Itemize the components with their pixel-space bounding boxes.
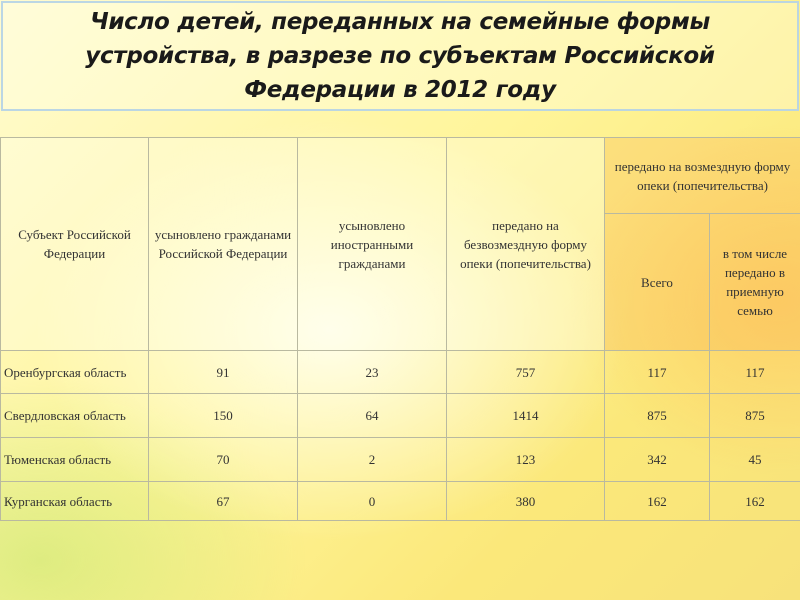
slide-title: Число детей, переданных на семейные форм…	[85, 9, 715, 103]
value-cell: 380	[446, 481, 605, 521]
value-cell: 2	[297, 437, 447, 482]
header-cell: передано на возмездную форму опеки (попе…	[603, 137, 800, 214]
value-cell: 162	[604, 481, 710, 521]
title-box: Число детей, переданных на семейные форм…	[1, 1, 799, 111]
value-cell: 117	[708, 350, 800, 394]
header-cell: Субъект Российской Федерации	[0, 137, 149, 351]
value-cell: 1414	[446, 393, 605, 438]
table-row: Свердловская область 150 64 1414 875 875	[0, 393, 800, 438]
row-label: Свердловская область	[0, 393, 149, 438]
value-cell: 45	[708, 437, 800, 482]
data-table: Субъект Российской Федерации усыновлено …	[0, 137, 800, 521]
value-cell: 67	[148, 481, 298, 521]
header-cell: в том числе передано в приемную семью	[708, 213, 800, 351]
table-row: Курганская область 67 0 380 162 162	[0, 481, 800, 521]
value-cell: 875	[604, 393, 710, 438]
row-label: Курганская область	[0, 481, 149, 521]
value-cell: 23	[297, 350, 447, 394]
value-cell: 70	[148, 437, 298, 482]
row-label: Тюменская область	[0, 437, 149, 482]
value-cell: 875	[708, 393, 800, 438]
header-cell: Всего	[604, 213, 710, 351]
table-row: Тюменская область 70 2 123 342 45	[0, 437, 800, 482]
header-cell: передано на безвозмездную форму опеки (п…	[446, 137, 605, 351]
header-cell: усыновлено гражданами Российской Федерац…	[148, 137, 298, 351]
value-cell: 0	[297, 481, 447, 521]
value-cell: 64	[297, 393, 447, 438]
value-cell: 150	[148, 393, 298, 438]
table-body: Оренбургская область 91 23 757 117 117 Свердло…	[0, 350, 800, 521]
table-row: Оренбургская область 91 23 757 117 117	[0, 350, 800, 394]
value-cell: 91	[148, 350, 298, 394]
value-cell: 123	[446, 437, 605, 482]
row-label: Оренбургская область	[0, 350, 149, 394]
value-cell: 757	[446, 350, 605, 394]
header-cell: усыновлено иностранными гражданами	[297, 137, 447, 351]
value-cell: 162	[708, 481, 800, 521]
table-header: Субъект Российской Федерации усыновлено …	[0, 137, 800, 351]
value-cell: 342	[604, 437, 710, 482]
value-cell: 117	[604, 350, 710, 394]
